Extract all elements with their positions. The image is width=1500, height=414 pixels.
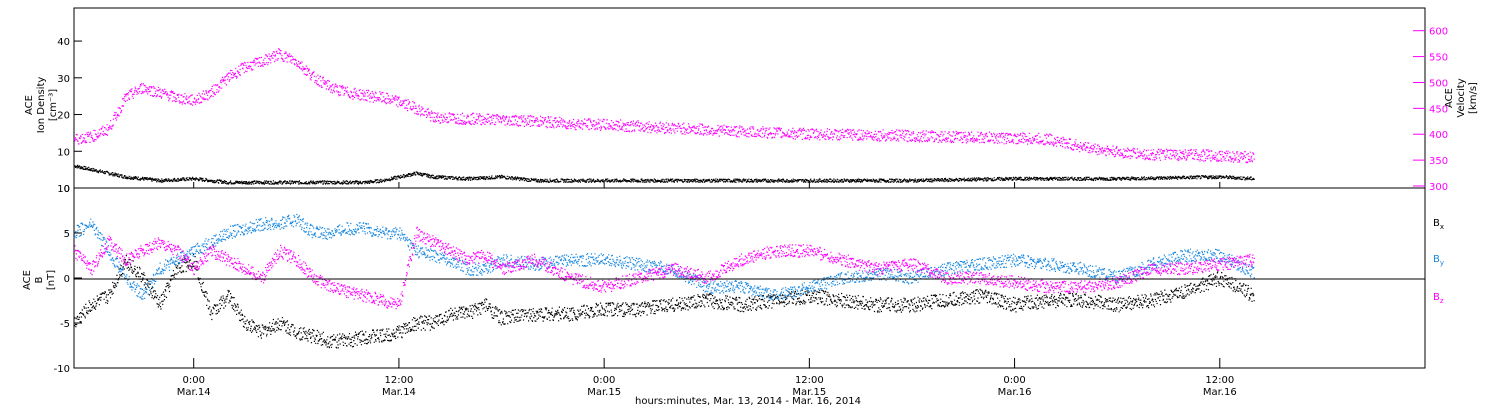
top-left-tick-label-0: 0	[64, 184, 70, 195]
top-right-tick-label-4: 500	[1429, 78, 1448, 89]
bottom-tick-label-0: -10	[54, 364, 70, 375]
bottom-tick-label-3: 5	[64, 229, 70, 240]
x-tick-label-date-3: Mar.15	[792, 387, 826, 398]
bz-points	[74, 226, 1255, 310]
x-tick-label-time-2: 0:00	[593, 375, 615, 386]
velocity-points	[74, 48, 1255, 164]
top-right-tick-label-1: 350	[1429, 156, 1448, 167]
bottom-tick-label-2: 0	[64, 274, 70, 285]
top-left-ylabel-line3: [cm⁻³]	[48, 89, 59, 121]
bottom-ylabel-line2: B	[34, 276, 45, 283]
bottom-ylabel-line3: [nT]	[46, 270, 57, 290]
bx-points	[74, 253, 1255, 349]
top-left-tick-label-1: 10	[57, 147, 70, 158]
top-left-tick-label-4: 40	[57, 37, 70, 48]
top-left-tick-label-3: 30	[57, 74, 70, 85]
x-tick-label-date-0: Mar.14	[177, 387, 211, 398]
x-tick-label-date-5: Mar.16	[1203, 387, 1237, 398]
x-tick-label-time-1: 12:00	[385, 375, 414, 386]
x-tick-label-date-4: Mar.16	[998, 387, 1032, 398]
by-points	[74, 213, 1255, 301]
top-right-tick-label-0: 300	[1429, 182, 1448, 193]
x-tick-label-time-4: 0:00	[1003, 375, 1025, 386]
x-tick-label-date-1: Mar.14	[382, 387, 416, 398]
bottom-ylabel: ACE B [nT]	[22, 270, 57, 290]
top-right-tick-label-3: 450	[1429, 104, 1448, 115]
x-tick-label-date-2: Mar.15	[587, 387, 621, 398]
top-right-tick-label-2: 400	[1429, 130, 1448, 141]
top-left-tick-label-2: 20	[57, 111, 70, 122]
x-tick-label-time-5: 12:00	[1205, 375, 1234, 386]
bottom-panel-marks	[74, 213, 1255, 349]
bottom-tick-label-4: 10	[57, 184, 70, 195]
legend-bz: Bz	[1433, 292, 1444, 305]
top-left-ylabel: ACE Ion Density [cm⁻³]	[24, 77, 59, 134]
bottom-y-ticks: -10 -5 0 5 10	[54, 184, 82, 375]
top-right-tick-label-6: 600	[1429, 27, 1448, 38]
bottom-ylabel-line1: ACE	[22, 270, 33, 290]
top-panel-frame	[73, 7, 1426, 189]
legend-bx: Bx	[1433, 218, 1444, 231]
top-panel-marks	[74, 48, 1255, 185]
x-ticks: 0:00Mar.1412:00Mar.140:00Mar.1512:00Mar.…	[177, 182, 1237, 398]
bottom-panel-frame	[73, 187, 1426, 369]
x-tick-label-time-0: 0:00	[182, 375, 204, 386]
top-right-ylabel-line3: [km/s]	[1468, 82, 1479, 114]
top-left-ylabel-line1: ACE	[24, 95, 35, 115]
top-right-ylabel-line1: ACE	[1444, 88, 1455, 108]
top-right-y-ticks: 300 350 400 450 500 550 600	[1413, 27, 1448, 193]
density-points	[74, 164, 1255, 185]
bottom-tick-label-1: -5	[60, 319, 70, 330]
top-left-ylabel-line2: Ion Density	[36, 77, 47, 134]
top-right-tick-label-5: 550	[1429, 53, 1448, 64]
x-tick-label-time-3: 12:00	[795, 375, 824, 386]
top-right-ylabel: ACE Velocity [km/s]	[1444, 78, 1479, 117]
x-axis-label: hours:minutes, Mar. 13, 2014 - Mar. 16, …	[635, 396, 861, 407]
legend-by: By	[1433, 254, 1444, 267]
top-right-ylabel-line2: Velocity	[1456, 78, 1467, 117]
